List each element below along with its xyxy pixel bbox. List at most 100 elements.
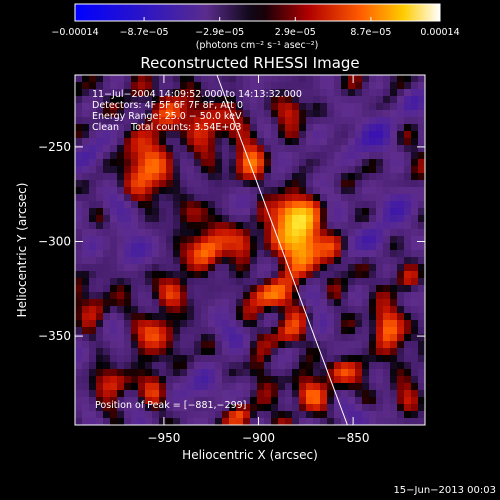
heatmap-cell xyxy=(341,166,349,174)
heatmap-cell xyxy=(299,187,307,195)
heatmap-cell xyxy=(236,404,244,412)
heatmap-cell xyxy=(110,173,118,181)
heatmap-cell xyxy=(411,152,419,160)
heatmap-cell xyxy=(418,362,425,370)
heatmap-cell xyxy=(355,194,363,202)
heatmap-cell xyxy=(264,383,272,391)
heatmap-cell xyxy=(257,341,265,349)
heatmap-cell xyxy=(173,187,181,195)
heatmap-cell xyxy=(243,348,251,356)
heatmap-cell xyxy=(152,397,160,405)
heatmap-cell xyxy=(306,201,314,209)
heatmap-cell xyxy=(257,180,265,188)
heatmap-cell xyxy=(278,187,286,195)
heatmap-cell xyxy=(411,285,419,293)
heatmap-cell xyxy=(75,222,83,230)
heatmap-cell xyxy=(404,82,412,90)
heatmap-cell xyxy=(110,348,118,356)
heatmap-cell xyxy=(292,173,300,181)
heatmap-cell xyxy=(397,145,405,153)
heatmap-cell xyxy=(82,320,90,328)
heatmap-cell xyxy=(222,327,230,335)
heatmap-cell xyxy=(236,159,244,167)
heatmap-cell xyxy=(152,334,160,342)
heatmap-cell xyxy=(404,173,412,181)
heatmap-cell xyxy=(103,194,111,202)
heatmap-cell xyxy=(117,187,125,195)
heatmap-cell xyxy=(89,124,97,132)
heatmap-cell xyxy=(278,250,286,258)
heatmap-cell xyxy=(313,320,321,328)
heatmap-cell xyxy=(229,201,237,209)
heatmap-cell xyxy=(299,306,307,314)
heatmap-cell xyxy=(397,75,405,83)
heatmap-cell xyxy=(320,124,328,132)
heatmap-cell xyxy=(306,89,314,97)
heatmap-cell xyxy=(75,145,83,153)
heatmap-cell xyxy=(187,215,195,223)
heatmap-cell xyxy=(131,292,139,300)
heatmap-cell xyxy=(201,75,209,83)
heatmap-cell xyxy=(334,376,342,384)
heatmap-cell xyxy=(341,215,349,223)
heatmap-cell xyxy=(404,250,412,258)
heatmap-cell xyxy=(243,82,251,90)
heatmap-cell xyxy=(152,124,160,132)
heatmap-cell xyxy=(376,96,384,104)
heatmap-cell xyxy=(348,285,356,293)
heatmap-cell xyxy=(96,138,104,146)
heatmap-cell xyxy=(285,145,293,153)
heatmap-cell xyxy=(418,313,425,321)
heatmap-cell xyxy=(376,180,384,188)
heatmap-cell xyxy=(201,103,209,111)
heatmap-cell xyxy=(341,355,349,363)
heatmap-cell xyxy=(257,411,265,419)
heatmap-cell xyxy=(306,152,314,160)
heatmap-cell xyxy=(173,82,181,90)
heatmap-cell xyxy=(271,418,279,425)
heatmap-cell xyxy=(243,222,251,230)
heatmap-cell xyxy=(355,257,363,265)
heatmap-cell xyxy=(355,369,363,377)
heatmap-cell xyxy=(75,110,83,118)
heatmap-cell xyxy=(306,313,314,321)
heatmap-cell xyxy=(243,173,251,181)
heatmap-cell xyxy=(103,222,111,230)
heatmap-cell xyxy=(369,341,377,349)
heatmap-cell xyxy=(110,215,118,223)
heatmap-cell xyxy=(159,285,167,293)
heatmap-cell xyxy=(229,110,237,118)
heatmap-cell xyxy=(404,376,412,384)
heatmap-cell xyxy=(334,229,342,237)
heatmap-cell xyxy=(208,222,216,230)
heatmap-cell xyxy=(397,299,405,307)
heatmap-cell xyxy=(159,299,167,307)
heatmap-cell xyxy=(166,376,174,384)
heatmap-cell xyxy=(320,166,328,174)
heatmap-cell xyxy=(320,201,328,209)
heatmap-cell xyxy=(271,348,279,356)
heatmap-cell xyxy=(404,187,412,195)
heatmap-cell xyxy=(292,320,300,328)
heatmap-cell xyxy=(236,285,244,293)
heatmap-cell xyxy=(355,299,363,307)
heatmap-cell xyxy=(236,215,244,223)
heatmap-cell xyxy=(215,236,223,244)
heatmap-cell xyxy=(229,229,237,237)
heatmap-cell xyxy=(124,278,132,286)
heatmap-cell xyxy=(299,257,307,265)
heatmap-cell xyxy=(362,96,370,104)
heatmap-cell xyxy=(166,152,174,160)
heatmap-cell xyxy=(117,152,125,160)
heatmap-cell xyxy=(264,355,272,363)
heatmap-cell xyxy=(299,264,307,272)
heatmap-cell xyxy=(243,362,251,370)
heatmap-cell xyxy=(173,138,181,146)
heatmap-cell xyxy=(180,376,188,384)
heatmap-cell xyxy=(96,348,104,356)
heatmap-cell xyxy=(75,306,83,314)
heatmap-cell xyxy=(369,229,377,237)
heatmap-cell xyxy=(299,138,307,146)
heatmap-cell xyxy=(180,75,188,83)
heatmap-cell xyxy=(362,222,370,230)
